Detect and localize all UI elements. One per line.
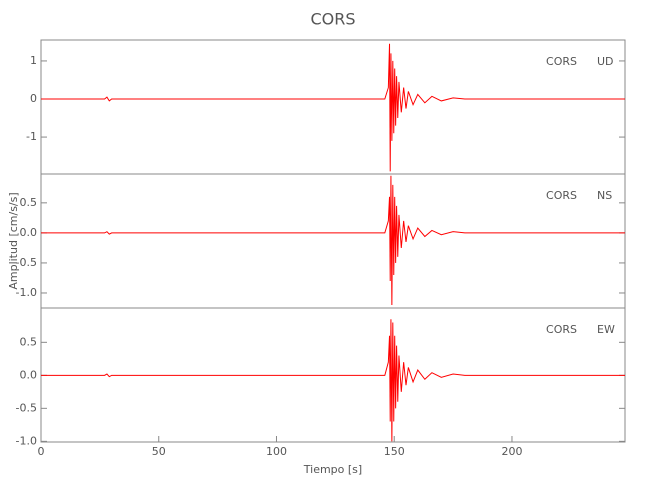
x-tick-label: 100 <box>266 445 287 458</box>
y-tick-label: -1.0 <box>16 434 37 447</box>
y-tick-label: -1 <box>26 130 37 143</box>
y-tick-label: 0.0 <box>20 368 38 381</box>
plot-frame <box>40 173 626 309</box>
y-axis-label: Amplitud [cm/s/s] <box>7 192 20 289</box>
waveform <box>41 175 625 306</box>
y-tick-label: 0.0 <box>20 226 38 239</box>
component-label: UD <box>597 55 614 68</box>
x-tick-label: 0 <box>38 445 45 458</box>
chart-title: CORS <box>310 10 355 29</box>
component-label: EW <box>597 323 615 336</box>
x-axis-label: Tiempo [s] <box>303 463 362 476</box>
y-tick-label: -0.5 <box>16 401 37 414</box>
waveform <box>41 319 625 442</box>
y-tick-label: 0.5 <box>20 196 38 209</box>
x-tick-label: 50 <box>152 445 166 458</box>
x-tick-label: 150 <box>384 445 405 458</box>
y-tick-label: -0.5 <box>16 256 37 269</box>
plot-frame <box>40 39 626 175</box>
x-tick-label: 200 <box>501 445 522 458</box>
y-tick-label: -1.0 <box>16 286 37 299</box>
station-label: CORS <box>546 189 577 202</box>
station-label: CORS <box>546 323 577 336</box>
waveform <box>41 43 625 172</box>
y-tick-label: 0.5 <box>20 335 38 348</box>
y-tick-label: 0 <box>30 92 37 105</box>
y-tick-label: 1 <box>30 54 37 67</box>
component-label: NS <box>597 189 612 202</box>
station-label: CORS <box>546 55 577 68</box>
